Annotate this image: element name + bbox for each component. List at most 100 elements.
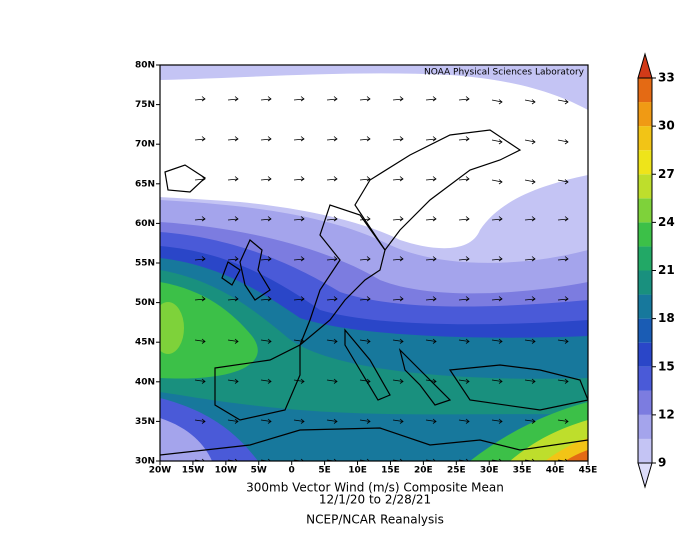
wind-arrow xyxy=(293,216,305,222)
lat-label: 60N xyxy=(135,219,155,229)
wind-arrow xyxy=(359,216,371,222)
colorbar-band xyxy=(638,246,652,271)
wind-arrow xyxy=(425,338,437,344)
lat-label: 70N xyxy=(135,140,155,150)
wind-arrow xyxy=(392,176,404,182)
colorbar-label: 18 xyxy=(658,311,675,325)
wind-arrow xyxy=(392,256,404,262)
lon-label: 0 xyxy=(289,466,295,476)
lat-label: 75N xyxy=(135,100,155,110)
colorbar-band xyxy=(638,438,652,463)
wind-arrow xyxy=(326,296,338,302)
wind-arrow xyxy=(260,216,272,222)
wind-arrow xyxy=(260,338,272,344)
wind-arrow xyxy=(491,139,503,145)
colorbar-band xyxy=(638,270,652,295)
wind-arrow xyxy=(524,338,536,344)
field-band xyxy=(160,282,258,379)
wind-arrow xyxy=(359,96,371,102)
wind-arrow xyxy=(326,256,338,262)
wind-arrow xyxy=(392,296,404,302)
wind-arrow xyxy=(359,418,371,424)
colorbar: 9 12 15 18 21 24 27 30 33 xyxy=(637,52,675,489)
wind-arrow xyxy=(392,136,404,142)
wind-arrow xyxy=(491,378,503,384)
field-band xyxy=(160,270,588,415)
wind-arrow xyxy=(293,96,305,102)
coastlines xyxy=(160,129,588,456)
wind-arrow xyxy=(392,338,404,344)
colorbar-band xyxy=(638,102,652,127)
wind-arrow xyxy=(458,296,470,302)
wind-arrow xyxy=(458,338,470,344)
wind-arrow xyxy=(425,296,437,302)
lon-label: 20W xyxy=(149,466,172,476)
wind-arrow xyxy=(491,418,503,424)
lat-label: 50N xyxy=(135,298,155,308)
wind-arrow xyxy=(194,338,206,344)
wind-arrow xyxy=(293,378,305,384)
wind-arrow xyxy=(260,176,272,182)
credit: NOAA Physical Sciences Laboratory xyxy=(424,68,585,78)
wind-arrow xyxy=(260,296,272,302)
wind-arrow xyxy=(260,96,272,102)
wind-arrow xyxy=(524,139,536,145)
colorbar-label: 24 xyxy=(658,215,675,229)
wind-arrow xyxy=(227,136,239,142)
lon-label: 10E xyxy=(348,466,367,476)
lat-label: 30N xyxy=(135,457,155,467)
wind-arrow xyxy=(425,256,437,262)
wind-arrow xyxy=(194,216,206,222)
wind-arrow xyxy=(557,99,569,105)
wind-arrow xyxy=(524,99,536,105)
colorbar-band xyxy=(638,222,652,247)
colorbar-band xyxy=(638,294,652,319)
wind-arrow xyxy=(491,256,503,262)
colorbar-label: 12 xyxy=(658,407,675,421)
wind-arrow xyxy=(260,256,272,262)
wind-arrow xyxy=(425,216,437,222)
colorbar-band xyxy=(638,150,652,175)
period: 12/1/20 to 2/28/21 xyxy=(319,493,431,507)
lat-label: 45N xyxy=(135,338,155,348)
wind-arrow xyxy=(425,418,437,424)
lat-label: 55N xyxy=(135,259,155,269)
wind-arrow xyxy=(227,256,239,262)
wind-arrow xyxy=(326,176,338,182)
wind-arrow xyxy=(194,256,206,262)
wind-arrow xyxy=(194,378,206,384)
lon-label: 35E xyxy=(513,466,532,476)
title: 300mb Vector Wind (m/s) Composite Mean xyxy=(246,481,504,495)
wind-arrow xyxy=(359,378,371,384)
wind-arrow xyxy=(227,96,239,102)
wind-arrow xyxy=(491,179,503,185)
wind-arrow xyxy=(293,256,305,262)
wind-arrow xyxy=(359,136,371,142)
colorbar-label: 9 xyxy=(658,456,666,470)
wind-arrow xyxy=(227,176,239,182)
wind-arrow xyxy=(557,296,569,302)
wind-arrow xyxy=(194,296,206,302)
wind-arrow xyxy=(557,256,569,262)
wind-arrow xyxy=(293,338,305,344)
wind-arrow xyxy=(194,418,206,424)
wind-arrow xyxy=(524,256,536,262)
lat-label: 65N xyxy=(135,179,155,189)
wind-arrow xyxy=(392,418,404,424)
wind-arrow xyxy=(194,176,206,182)
colorbar-band xyxy=(638,78,652,103)
wind-field xyxy=(160,65,588,461)
lon-label: 5W xyxy=(251,466,267,476)
wind-arrow xyxy=(194,136,206,142)
lon-label: 10W xyxy=(215,466,238,476)
lon-label: 40E xyxy=(546,466,565,476)
wind-arrow xyxy=(557,179,569,185)
wind-arrow xyxy=(557,378,569,384)
wind-arrow xyxy=(359,296,371,302)
lon-label: 25E xyxy=(447,466,466,476)
wind-arrow xyxy=(293,136,305,142)
wind-arrow xyxy=(458,136,470,142)
wind-arrow xyxy=(425,136,437,142)
wind-arrow xyxy=(326,378,338,384)
